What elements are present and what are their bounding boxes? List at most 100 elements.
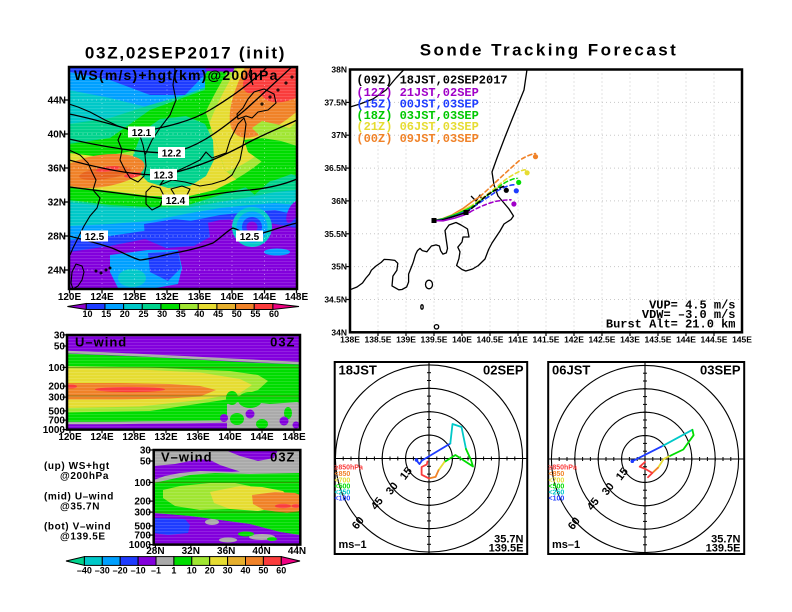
svg-text:10: 10 [187,566,197,576]
svg-text:–10: –10 [131,566,146,576]
svg-text:30: 30 [600,481,617,498]
svg-text:142E: 142E [564,335,584,345]
svg-text:34.5N: 34.5N [324,295,347,305]
svg-text:139E: 139E [396,335,416,345]
svg-text:148E: 148E [282,432,306,443]
svg-text:100: 100 [48,363,65,374]
svg-text:35.7N: 35.7N [711,534,740,546]
svg-text:50: 50 [232,309,242,319]
svg-text:<250: <250 [335,489,351,496]
svg-text:12.5: 12.5 [240,232,260,243]
svg-text:700: 700 [134,531,151,542]
svg-text:200: 200 [48,382,65,393]
svg-text:18JST: 18JST [339,363,377,378]
svg-text:30: 30 [384,480,401,497]
svg-text:34N: 34N [331,327,347,337]
svg-text:(up) WS+hgt: (up) WS+hgt [44,461,110,472]
svg-text:200: 200 [134,497,151,508]
svg-text:30: 30 [140,446,152,457]
svg-text:40: 40 [240,566,250,576]
svg-text:38N: 38N [331,65,347,75]
svg-text:(15Z) 00JST,03SEP: (15Z) 00JST,03SEP [356,98,478,112]
svg-text:144E: 144E [253,292,277,303]
svg-text:<250: <250 [549,489,565,496]
svg-text:@35.7N: @35.7N [60,502,100,513]
svg-text:02SEP: 02SEP [483,363,524,378]
svg-text:136E: 136E [186,432,210,443]
svg-text:1000: 1000 [129,540,152,551]
svg-text:140E: 140E [218,432,242,443]
svg-text:140E: 140E [220,292,244,303]
svg-text:40: 40 [194,309,204,319]
svg-text:15: 15 [614,466,631,483]
svg-text:06JST: 06JST [552,363,590,378]
svg-text:32N: 32N [48,198,66,209]
svg-text:300: 300 [134,508,151,519]
svg-text:VDW= –3.0 m/s: VDW= –3.0 m/s [642,308,736,322]
svg-text:03SEP: 03SEP [700,363,741,378]
svg-text:145E: 145E [732,335,752,345]
svg-text:35N: 35N [331,262,347,272]
svg-text:10: 10 [82,309,92,319]
svg-text:<500: <500 [549,483,565,490]
svg-text:30: 30 [157,309,167,319]
svg-text:128E: 128E [123,292,147,303]
svg-text:12.4: 12.4 [166,196,186,207]
svg-text:139.5E: 139.5E [706,543,741,555]
svg-text:<100: <100 [335,496,351,503]
svg-text:–40: –40 [77,566,92,576]
svg-text:36N: 36N [331,196,347,206]
svg-text:15: 15 [101,309,111,319]
svg-text:45: 45 [585,496,602,513]
svg-text:Burst Alt= 21.0 km: Burst Alt= 21.0 km [606,318,736,332]
svg-text:35.7N: 35.7N [494,534,523,546]
svg-text:132E: 132E [154,432,178,443]
svg-text:VUP= 4.5 m/s: VUP= 4.5 m/s [649,299,735,313]
svg-text:136E: 136E [188,292,212,303]
svg-text:100: 100 [134,478,151,489]
svg-text:60: 60 [276,566,286,576]
svg-text:141.5E: 141.5E [533,335,560,345]
svg-text:138.5E: 138.5E [365,335,392,345]
svg-text:(18Z) 03JST,03SEP: (18Z) 03JST,03SEP [356,109,478,123]
svg-text:WS(m/s)+hgt(km)@200hPa: WS(m/s)+hgt(km)@200hPa [74,67,279,83]
svg-text:25: 25 [138,309,148,319]
svg-text:32N: 32N [182,546,200,557]
svg-text:140.5E: 140.5E [477,335,504,345]
svg-text:@139.5E: @139.5E [60,532,106,543]
svg-text:60: 60 [269,309,279,319]
svg-text:124E: 124E [90,292,114,303]
svg-text:60: 60 [350,515,367,532]
svg-text:139.5E: 139.5E [421,335,448,345]
svg-text:(09Z) 18JST,02SEP2017: (09Z) 18JST,02SEP2017 [356,74,507,88]
svg-text:300: 300 [48,393,65,404]
svg-text:124E: 124E [90,432,114,443]
svg-text:50: 50 [54,342,66,353]
svg-text:03Z,02SEP2017 (init): 03Z,02SEP2017 (init) [85,44,286,63]
svg-text:44N: 44N [48,96,66,107]
svg-text:500: 500 [48,406,65,417]
svg-text:36N: 36N [48,164,66,175]
svg-text:<850: <850 [335,471,351,478]
svg-text:138E: 138E [340,335,360,345]
svg-text:142.5E: 142.5E [589,335,616,345]
svg-text:<850: <850 [549,471,565,478]
svg-text:30: 30 [54,330,66,341]
svg-text:–1: –1 [151,566,161,576]
svg-text:30: 30 [223,566,233,576]
svg-text:143.5E: 143.5E [645,335,672,345]
svg-text:≥850hPa: ≥850hPa [549,465,577,472]
svg-text:–20: –20 [113,566,128,576]
svg-text:55: 55 [250,309,260,319]
svg-text:144E: 144E [676,335,696,345]
svg-text:(00Z) 09JST,03SEP: (00Z) 09JST,03SEP [356,132,478,146]
svg-text:Sonde Tracking Forecast: Sonde Tracking Forecast [420,41,679,60]
svg-text:03Z: 03Z [270,450,295,465]
svg-text:12.2: 12.2 [162,149,182,160]
svg-text:148E: 148E [285,292,309,303]
svg-text:(bot) V–wind: (bot) V–wind [44,522,111,533]
svg-text:37N: 37N [331,130,347,140]
svg-text:28N: 28N [48,232,66,243]
svg-text:144.5E: 144.5E [701,335,728,345]
svg-text:ms–1: ms–1 [552,539,580,551]
